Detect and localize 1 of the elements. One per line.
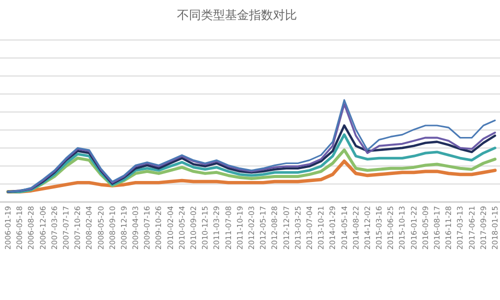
chart-title: 不同类型基金指数对比	[177, 8, 297, 22]
